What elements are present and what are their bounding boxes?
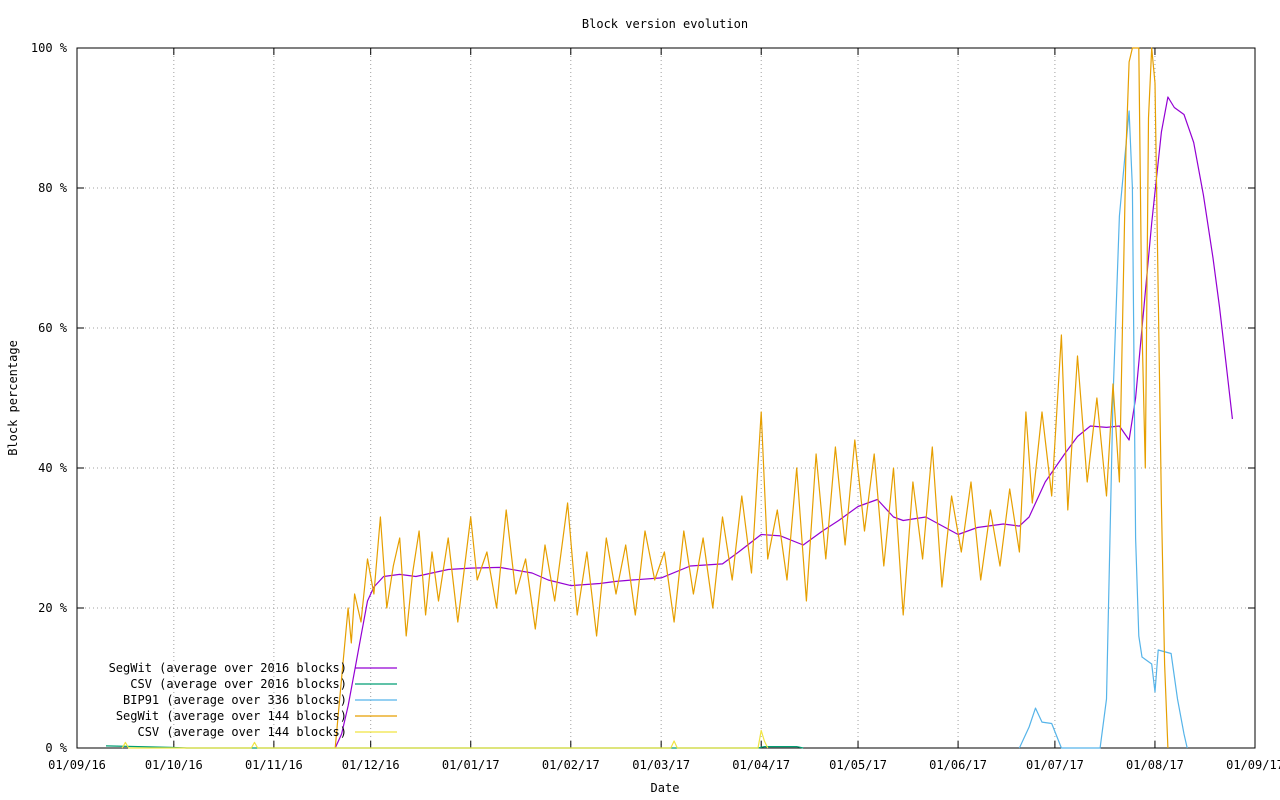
chart-title: Block version evolution (582, 17, 748, 31)
x-axis: 01/09/16 01/10/16 01/11/16 01/12/16 01/01/17… (48, 48, 1280, 772)
legend-label: BIP91 (average over 336 blocks) (123, 693, 347, 707)
series-line-4 (334, 47, 1169, 749)
legend-label: CSV (average over 144 blocks) (137, 725, 347, 739)
x-axis-label: Date (651, 781, 680, 795)
legend-label: SegWit (average over 2016 blocks) (109, 661, 347, 675)
x-tick-label: 01/12/16 (342, 758, 400, 772)
x-tick-label: 01/09/17 (1226, 758, 1280, 772)
x-tick-label: 01/09/16 (48, 758, 106, 772)
y-tick-label: 40 % (38, 461, 68, 475)
legend-label: SegWit (average over 144 blocks) (116, 709, 347, 723)
legend-label: CSV (average over 2016 blocks) (130, 677, 347, 691)
legend: SegWit (average over 2016 blocks) CSV (av… (109, 661, 397, 739)
x-tick-label: 01/06/17 (929, 758, 987, 772)
x-tick-label: 01/01/17 (442, 758, 500, 772)
series-line-5 (121, 729, 769, 749)
x-tick-label: 01/03/17 (632, 758, 690, 772)
plot-border (76, 47, 1256, 749)
y-tick-label: 80 % (38, 181, 68, 195)
series-line-1 (334, 96, 1233, 749)
y-axis-label: Block percentage (6, 340, 20, 456)
x-tick-label: 01/07/17 (1026, 758, 1084, 772)
x-tick-label: 01/08/17 (1126, 758, 1184, 772)
y-tick-label: 100 % (31, 41, 68, 55)
x-tick-label: 01/11/16 (245, 758, 303, 772)
series-group (105, 47, 1233, 749)
x-tick-label: 01/02/17 (542, 758, 600, 772)
y-tick-label: 20 % (38, 601, 68, 615)
y-tick-label: 0 % (45, 741, 67, 755)
grid-lines (77, 48, 1255, 748)
x-tick-label: 01/04/17 (732, 758, 790, 772)
y-tick-label: 60 % (38, 321, 68, 335)
x-tick-label: 01/05/17 (829, 758, 887, 772)
x-tick-label: 01/10/16 (145, 758, 203, 772)
y-axis: 0 % 20 % 40 % 60 % 80 % 100 % (31, 41, 1255, 755)
